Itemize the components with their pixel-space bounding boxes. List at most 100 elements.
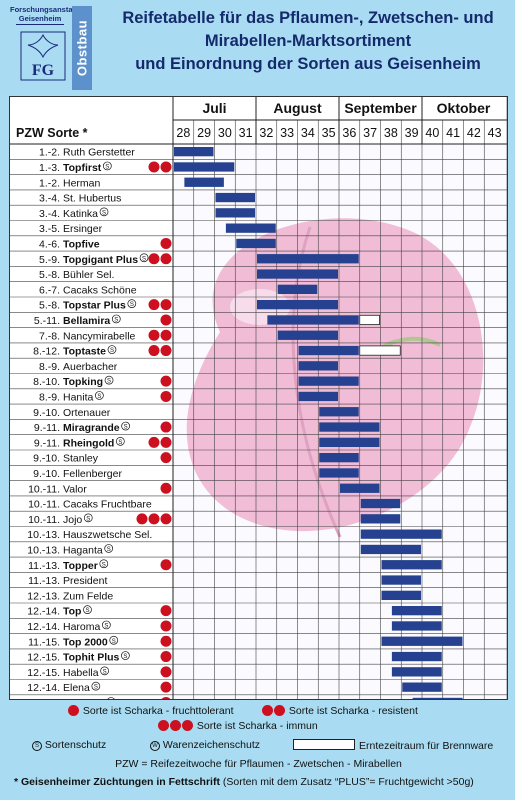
legend: Sorte ist Scharka - fruchttolerant Sorte… (10, 703, 507, 797)
sortenschutz-icon: S (32, 741, 42, 751)
sortenschutz-icon (109, 635, 119, 645)
pzw-label: 7.-8. (39, 330, 60, 342)
scharka-dot-icon (160, 482, 172, 494)
pzw-label: 12.-14. (27, 682, 60, 694)
logo-divider (16, 24, 64, 25)
variety-name: Topgigant Plus (63, 254, 138, 266)
pzw-label: 10.-11. (28, 483, 60, 495)
variety-name: Stanley (63, 453, 99, 465)
pzw-label: 10.-11. (28, 499, 60, 511)
variety-name: Top (63, 606, 81, 618)
pzw-label: 5.-8. (39, 269, 60, 281)
month-label: August (273, 100, 322, 116)
variety-name: Ortenauer (63, 407, 111, 419)
variety-name: Fellenberger (63, 468, 122, 480)
variety-name: Rheingold (63, 437, 114, 449)
scharka-dot-icon (148, 345, 160, 357)
month-label: September (344, 100, 417, 116)
week-label: 40 (425, 126, 439, 140)
pzw-label: 1.-2. (39, 147, 60, 159)
sortenschutz-icon (102, 161, 112, 171)
scharka-dot-icon (148, 329, 160, 341)
pzw-label: 5.-11. (34, 315, 60, 327)
legend-warenzeichen: W Warenzeichenschutz (150, 739, 260, 751)
ripening-bar (174, 147, 214, 157)
sortenschutz-icon (111, 314, 121, 324)
scharka-dot-icon (160, 421, 172, 433)
pzw-label: 10.-11. (28, 514, 60, 526)
scharka-dot-icon (160, 436, 172, 448)
week-label: 28 (176, 126, 190, 140)
legend-resistent: Sorte ist Scharka - resistent (262, 705, 418, 717)
ripening-bar (391, 606, 442, 616)
variety-name: Miragrande (63, 422, 120, 434)
scharka-dot-icon (136, 513, 148, 525)
ripening-table: Juli August September Oktober 28 29 30 31 32 33 34… (9, 96, 508, 700)
ripening-bar (184, 177, 224, 187)
pzw-label: 5.-9. (39, 254, 60, 266)
ripening-bar (277, 330, 338, 340)
ripening-bar (340, 483, 380, 493)
ripening-bar (257, 254, 359, 264)
scharka-dot-icon (160, 390, 172, 402)
ripening-bar (215, 208, 255, 218)
week-label: 30 (218, 126, 232, 140)
ripening-bar (391, 651, 442, 662)
ripening-bar (360, 498, 401, 509)
ripening-bar (412, 697, 463, 699)
variety-name: St. Hubertus (63, 193, 121, 205)
sortenschutz-icon (91, 681, 101, 691)
sortenschutz-mark: S (94, 685, 98, 691)
ripening-bar (381, 590, 421, 600)
institute-name-line2: Geisenheim (18, 14, 62, 23)
scharka-dot-icon (160, 314, 172, 326)
scharka-dot-icon (160, 452, 172, 464)
ripening-bar (298, 345, 359, 356)
pzw-label: 9.-10. (33, 453, 60, 465)
legend-immun: Sorte ist Scharka - immun (158, 720, 318, 732)
sortenschutz-mark: S (114, 317, 118, 323)
pzw-label: 5.-8. (39, 300, 60, 312)
variety-name: Toptaste (63, 346, 106, 358)
name-column-bg (10, 144, 173, 699)
legend-footnote: * Geisenheimer Züchtungen in Fettschrift… (14, 776, 474, 788)
variety-name: Habella (63, 667, 99, 679)
variety-name: Cacaks Schöne (63, 284, 137, 296)
ripening-chart: Juli August September Oktober 28 29 30 31 32 33 34… (10, 97, 507, 699)
pzw-label: 3.-5. (39, 223, 60, 235)
sortenschutz-icon (121, 421, 130, 431)
sortenschutz-icon (104, 544, 114, 553)
pzw-label: 14.-16. (27, 697, 60, 699)
sortenschutz-mark: S (124, 425, 128, 431)
ripening-bar (381, 636, 463, 646)
pzw-label: 9.-11. (34, 422, 60, 434)
ripening-bar (298, 376, 359, 386)
variety-name: President (63, 575, 107, 587)
sortenschutz-icon (121, 651, 130, 660)
scharka-dot-icon (160, 605, 172, 617)
scharka-dot-icon (160, 681, 172, 693)
week-label: 36 (342, 126, 356, 140)
pzw-label: 3.-4. (39, 193, 60, 205)
sortenschutz-icon (83, 605, 92, 615)
variety-name: Tophit Plus (63, 652, 120, 664)
week-label: 42 (467, 126, 481, 140)
header: Forschungsanstalt Geisenheim FG Obstbau … (0, 0, 515, 93)
sortenschutz-mark: S (123, 654, 127, 660)
legend-pzw-note: PZW = Reifezeitwoche für Pflaumen - Zwet… (115, 758, 402, 770)
pzw-label: 9.-10. (33, 468, 60, 480)
variety-name: Topfirst (63, 162, 102, 174)
sortenschutz-icon (127, 299, 137, 308)
pzw-label: 12.-15. (27, 652, 60, 664)
scharka-dot-icon (148, 253, 160, 265)
week-label: 39 (405, 126, 419, 140)
variety-name: Cacaks Fruchtbare (63, 499, 152, 511)
variety-name: Topper (63, 560, 98, 572)
title-line-3: und Einordnung der Sorten aus Geisenheim (135, 55, 481, 73)
scharka-dot-icon (160, 651, 172, 663)
week-label: 31 (239, 126, 253, 140)
pzw-label: 3.-4. (39, 208, 60, 220)
sortenschutz-mark: S (104, 623, 108, 629)
scharka-dot-icon (160, 620, 172, 632)
institute-name-line1: Forschungsanstalt (10, 5, 78, 14)
